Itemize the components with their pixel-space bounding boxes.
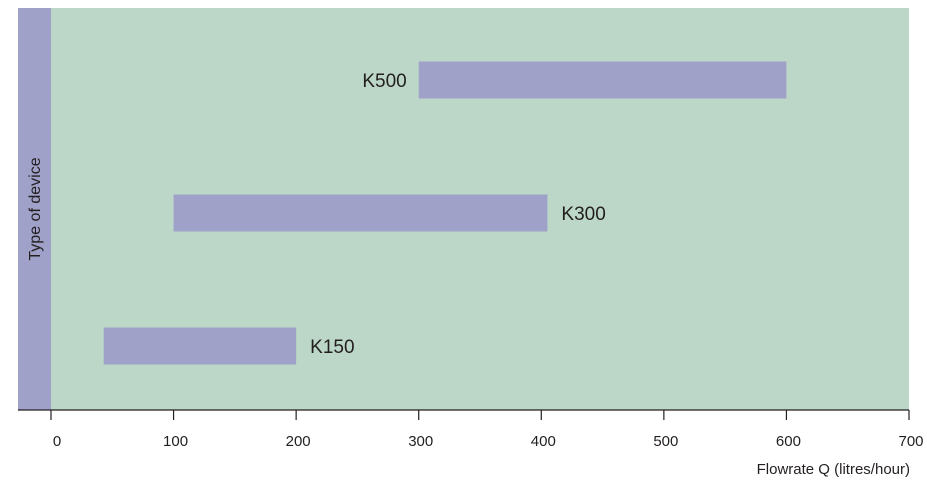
bar-k300 — [173, 194, 548, 232]
bar-label-k300: K300 — [561, 204, 605, 225]
bar-label-k150: K150 — [310, 337, 354, 358]
y-axis-title: Type of device — [27, 157, 44, 260]
bar-k150 — [103, 327, 297, 365]
x-ticks-group: 0 100 200 300 400 500 600 700 — [50, 410, 924, 450]
bars-group — [103, 61, 787, 365]
bar-label-k500: K500 — [362, 71, 406, 92]
x-axis-title: Flowrate Q (litres/hour) — [757, 461, 910, 478]
x-tick-label-600: 600 — [776, 433, 801, 450]
bar-k500 — [418, 61, 787, 99]
x-tick-label-0: 0 — [53, 433, 61, 450]
x-tick-label-300: 300 — [408, 433, 433, 450]
x-tick-label-400: 400 — [531, 433, 556, 450]
y-axis-band — [18, 8, 51, 410]
x-tick-label-500: 500 — [653, 433, 678, 450]
x-tick-label-200: 200 — [286, 433, 311, 450]
x-tick-label-700: 700 — [898, 433, 923, 450]
bar-labels-group: K500 K300 K150 — [310, 71, 606, 358]
x-tick-label-100: 100 — [163, 433, 188, 450]
